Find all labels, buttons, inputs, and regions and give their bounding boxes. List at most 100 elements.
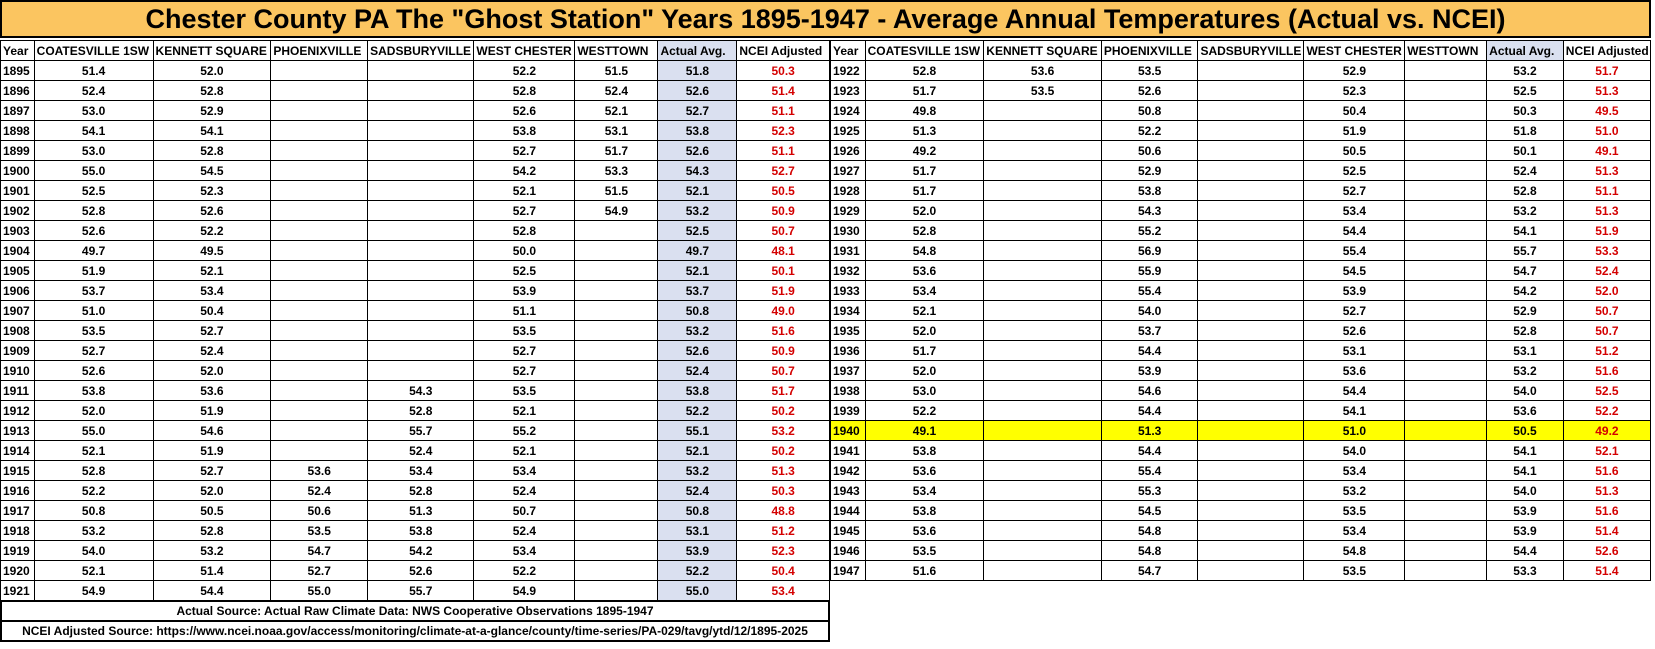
station-temp-cell — [1404, 200, 1488, 221]
station-temp-cell: 52.9 — [152, 100, 272, 121]
actual-avg-cell: 53.3 — [1486, 560, 1564, 581]
station-temp-cell — [1197, 380, 1305, 401]
year-cell: 1909 — [0, 340, 35, 361]
year-cell: 1935 — [830, 320, 866, 341]
station-temp-cell: 53.0 — [33, 140, 154, 161]
station-temp-cell: 53.9 — [473, 280, 576, 301]
station-temp-cell: 50.7 — [473, 500, 576, 521]
year-cell: 1947 — [830, 560, 866, 581]
station-temp-cell: 53.4 — [864, 480, 985, 501]
actual-avg-cell: 55.1 — [657, 420, 738, 441]
station-temp-cell: 52.8 — [473, 220, 576, 241]
station-temp-cell: 52.8 — [152, 140, 272, 161]
station-temp-cell: 55.7 — [367, 420, 475, 441]
ncei-adjusted-cell: 51.1 — [1562, 180, 1652, 201]
station-temp-cell: 54.8 — [1100, 520, 1199, 541]
station-temp-cell: 52.0 — [152, 360, 272, 381]
actual-avg-cell: 50.8 — [657, 300, 738, 321]
station-temp-cell: 50.8 — [1100, 100, 1199, 121]
station-temp-cell: 52.4 — [33, 80, 154, 101]
station-temp-cell — [367, 80, 475, 101]
station-temp-cell — [367, 340, 475, 361]
station-temp-cell — [574, 380, 659, 401]
station-temp-cell: 55.0 — [33, 160, 154, 181]
actual-avg-cell: 53.2 — [1486, 200, 1564, 221]
station-temp-cell — [1404, 100, 1488, 121]
station-temp-cell — [574, 220, 659, 241]
station-temp-cell: 53.6 — [864, 520, 985, 541]
station-temp-cell — [1197, 60, 1305, 81]
station-temp-cell: 52.8 — [33, 200, 154, 221]
year-cell: 1945 — [830, 520, 866, 541]
station-temp-cell — [574, 480, 659, 501]
ncei-adjusted-cell: 51.2 — [736, 520, 830, 541]
station-temp-cell: 52.7 — [473, 140, 576, 161]
year-cell: 1940 — [830, 420, 866, 441]
ncei-adjusted-cell: 50.2 — [736, 440, 830, 461]
year-cell: 1942 — [830, 460, 866, 481]
station-temp-cell: 55.2 — [1100, 220, 1199, 241]
table-row: 1913 55.0 54.6 55.7 55.2 55.1 53.2 — [0, 420, 830, 441]
station-temp-cell: 52.5 — [1303, 160, 1406, 181]
station-temp-cell: 53.2 — [33, 520, 154, 541]
ncei-adjusted-cell: 53.4 — [736, 580, 830, 601]
year-cell: 1898 — [0, 120, 35, 141]
station-temp-cell: 50.6 — [1100, 140, 1199, 161]
ncei-adjusted-cell: 51.0 — [1562, 120, 1652, 141]
ncei-adjusted-cell: 52.2 — [1562, 400, 1652, 421]
station-temp-cell: 53.7 — [33, 280, 154, 301]
station-temp-cell — [983, 180, 1102, 201]
column-header: COATESVILLE 1SW — [864, 40, 985, 61]
ncei-adjusted-cell: 49.2 — [1562, 420, 1652, 441]
station-temp-cell: 51.9 — [152, 440, 272, 461]
ncei-adjusted-cell: 50.3 — [736, 480, 830, 501]
ncei-adjusted-cell: 52.3 — [736, 120, 830, 141]
table-row: 1912 52.0 51.9 52.8 52.1 52.2 50.2 — [0, 400, 830, 421]
column-header: NCEI Adjusted — [1562, 40, 1652, 61]
station-temp-cell — [574, 420, 659, 441]
station-temp-cell — [270, 420, 369, 441]
station-temp-cell: 52.7 — [1303, 180, 1406, 201]
station-temp-cell — [1197, 260, 1305, 281]
year-cell: 1899 — [0, 140, 35, 161]
actual-avg-cell: 53.7 — [657, 280, 738, 301]
station-temp-cell — [1197, 420, 1305, 441]
station-temp-cell: 50.0 — [473, 240, 576, 261]
station-temp-cell: 53.2 — [1303, 480, 1406, 501]
station-temp-cell: 54.3 — [367, 380, 475, 401]
actual-avg-cell: 50.1 — [1486, 140, 1564, 161]
ncei-adjusted-cell: 51.3 — [1562, 160, 1652, 181]
station-temp-cell: 53.5 — [864, 540, 985, 561]
year-cell: 1925 — [830, 120, 866, 141]
year-cell: 1941 — [830, 440, 866, 461]
station-temp-cell: 53.8 — [33, 380, 154, 401]
table-row: 1919 54.0 53.2 54.7 54.2 53.4 53.9 52.3 — [0, 540, 830, 561]
station-temp-cell: 53.7 — [1100, 320, 1199, 341]
station-temp-cell — [367, 360, 475, 381]
station-temp-cell — [1197, 340, 1305, 361]
station-temp-cell: 51.1 — [473, 300, 576, 321]
actual-avg-cell: 52.8 — [1486, 180, 1564, 201]
year-cell: 1931 — [830, 240, 866, 261]
station-temp-cell — [367, 320, 475, 341]
ncei-adjusted-cell: 48.8 — [736, 500, 830, 521]
station-temp-cell: 53.8 — [864, 440, 985, 461]
station-temp-cell: 55.2 — [473, 420, 576, 441]
station-temp-cell — [574, 400, 659, 421]
table-row: 1943 53.4 55.3 53.2 54.0 51.3 — [830, 480, 1652, 501]
station-temp-cell: 49.8 — [864, 100, 985, 121]
station-temp-cell: 52.5 — [473, 260, 576, 281]
station-temp-cell: 53.5 — [1100, 60, 1199, 81]
station-temp-cell: 53.6 — [864, 260, 985, 281]
table-row: 1917 50.8 50.5 50.6 51.3 50.7 50.8 48.8 — [0, 500, 830, 521]
station-temp-cell: 53.8 — [864, 500, 985, 521]
station-temp-cell — [1404, 140, 1488, 161]
station-temp-cell: 53.5 — [983, 80, 1102, 101]
year-cell: 1918 — [0, 520, 35, 541]
ncei-adjusted-cell: 48.1 — [736, 240, 830, 261]
station-temp-cell: 55.4 — [1100, 460, 1199, 481]
station-temp-cell: 52.4 — [367, 440, 475, 461]
station-temp-cell — [367, 140, 475, 161]
ncei-source-note: NCEI Adjusted Source: https://www.ncei.n… — [0, 620, 830, 642]
actual-avg-cell: 51.8 — [657, 60, 738, 81]
